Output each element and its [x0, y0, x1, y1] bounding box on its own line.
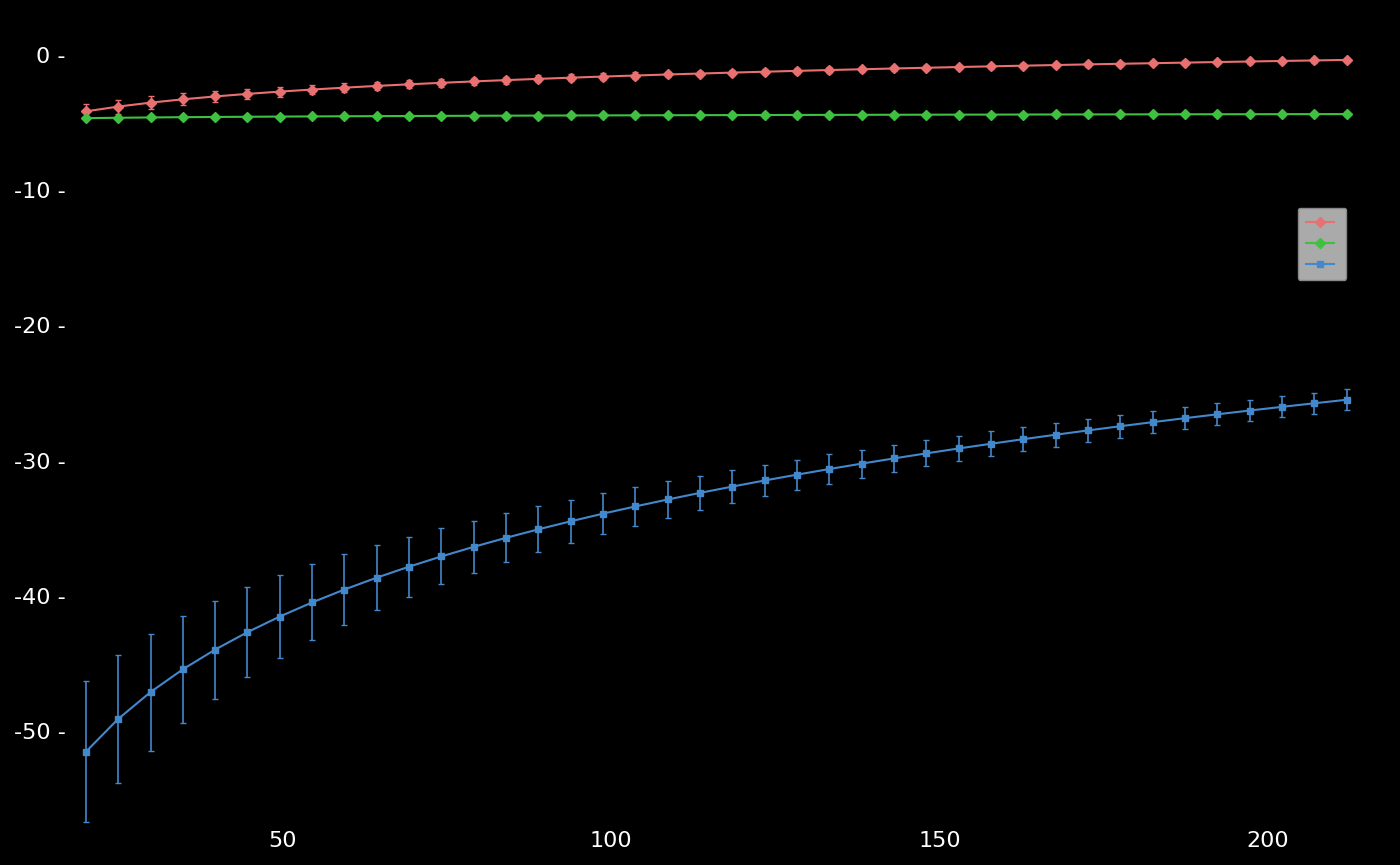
- Legend: , , : , ,: [1298, 208, 1347, 280]
